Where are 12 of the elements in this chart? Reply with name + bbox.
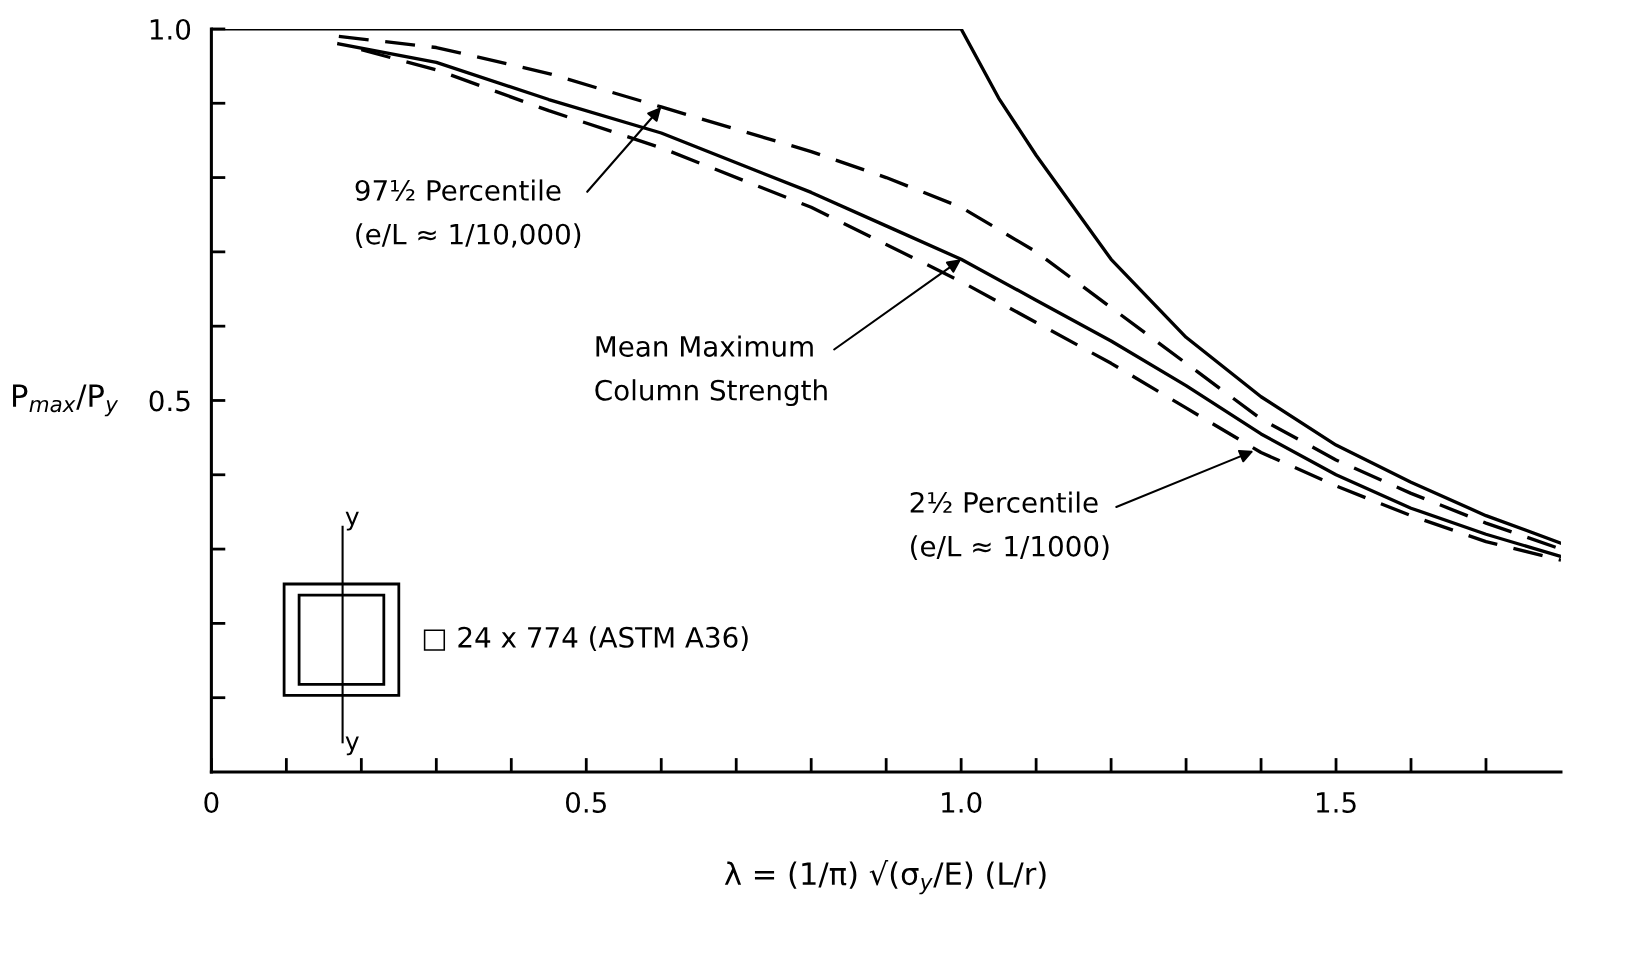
x-axis-title: λ = (1/π) √(σ$_{y}$/E) (L/r)	[724, 859, 1046, 895]
annotation: □ 24 x 774 (ASTM A36)	[423, 626, 748, 652]
annotation: 97½ Percentile (e/L ≈ 1/10,000)	[355, 179, 581, 248]
annotation: 2½ Percentile (e/L ≈ 1/1000)	[910, 491, 1109, 561]
x-tick-label: 0.5	[566, 791, 606, 813]
annotation: y	[345, 511, 359, 531]
x-tick-label: 1.0	[942, 791, 982, 813]
y-axis-title: P$_{max}$/P$_{y}$	[13, 384, 119, 417]
x-tick-label: 1.5	[1316, 792, 1356, 813]
annotation: y	[345, 736, 359, 756]
x-tick-label: 0	[204, 791, 219, 813]
annotation: Mean Maximum Column Strength	[595, 335, 827, 407]
